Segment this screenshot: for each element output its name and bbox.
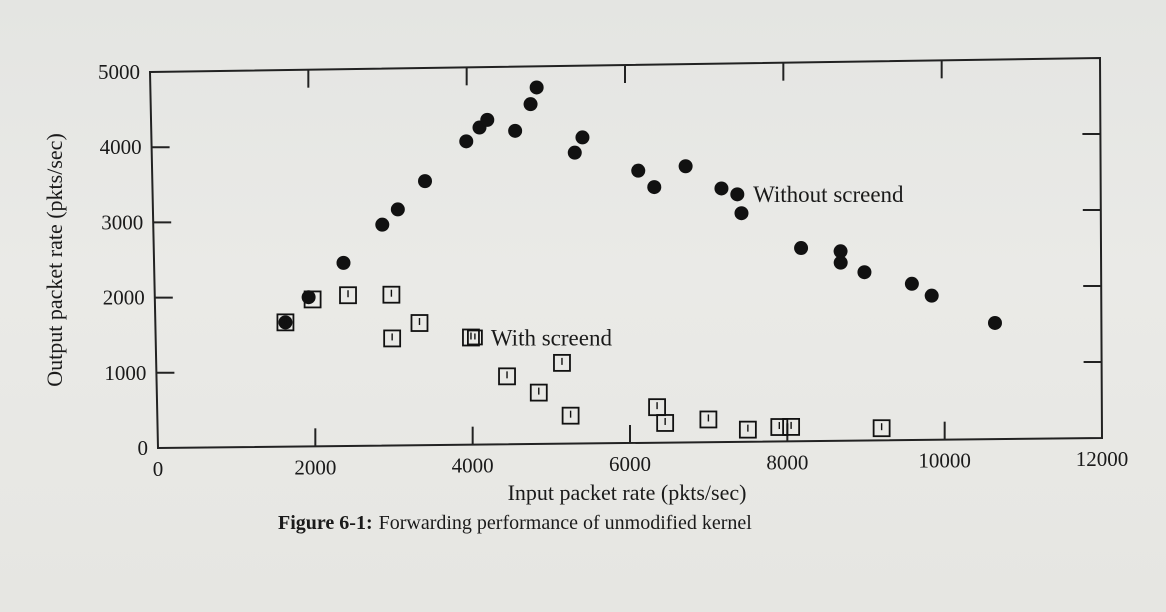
without-screend-point: [647, 180, 662, 195]
y-tick-label: 5000: [98, 60, 140, 84]
with-screend-legend-marker: [467, 329, 483, 346]
x-tick-label: 2000: [294, 455, 336, 479]
figure-caption-text: Forwarding performance of unmodified ker…: [378, 512, 752, 534]
with-screend-point: [462, 328, 480, 347]
without-screend-point: [523, 97, 538, 112]
with-screend-point: [699, 410, 718, 429]
with-screend-point: [382, 285, 401, 304]
x-tick-label: 4000: [452, 454, 494, 478]
without-screend-point: [529, 80, 544, 95]
figure-number: Figure 6-1:: [278, 512, 373, 534]
with-screend-point: [770, 418, 789, 436]
axis-ticks: [151, 60, 1102, 447]
without-screend-point: [336, 255, 351, 270]
without-screend-point: [833, 255, 848, 270]
with-screend-point: [410, 314, 429, 332]
plot-frame: [148, 56, 1104, 450]
without-screend-point: [730, 187, 745, 202]
y-tick-label: 4000: [100, 135, 142, 159]
without-screend-point: [857, 265, 872, 280]
without-screend-point: [678, 159, 693, 174]
with-screend-point: [529, 383, 548, 402]
without-screend-point: [734, 206, 749, 221]
x-tick-label: 10000: [918, 449, 971, 473]
with-screend-point: [339, 286, 357, 305]
x-axis-label: Input packet rate (pkts/sec): [508, 480, 747, 505]
without-screend-point: [375, 217, 390, 232]
without-screend-point: [459, 134, 474, 149]
series-annotations: Without screend With screend: [467, 182, 904, 350]
without-screend-point: [794, 241, 809, 256]
without-screend-point: [390, 202, 405, 217]
with-screend-point: [648, 398, 666, 417]
without-screend-point: [480, 112, 495, 127]
with-screend-point: [872, 419, 891, 438]
without-screend-point: [924, 288, 939, 303]
with-screend-point: [276, 313, 295, 332]
y-axis-label: Output packet rate (pkts/sec): [42, 133, 67, 387]
with-screend-point: [553, 353, 571, 372]
with-screend-point: [303, 290, 322, 309]
with-screend-point: [656, 414, 675, 432]
without-screend-point: [904, 276, 919, 291]
without-screend-label: Without screend: [753, 182, 904, 207]
without-screend-point: [508, 123, 523, 138]
with-screend-point: [498, 367, 516, 386]
y-tick-label: 3000: [101, 210, 143, 234]
with-screend-point: [383, 329, 402, 348]
without-screend-point: [714, 181, 729, 196]
without-screend-point: [418, 174, 433, 189]
without-screend-point: [575, 130, 590, 145]
without-screend-point: [631, 163, 646, 178]
with-screend-point: [782, 418, 801, 436]
without-screend-point: [987, 315, 1002, 330]
axis-tick-labels: 0 2000 4000 6000 8000 10000 12000 0 1000 2000 3000…: [98, 60, 1128, 481]
y-tick-label: 1000: [104, 361, 146, 385]
x-tick-label: 12000: [1076, 447, 1129, 471]
with-screend-label: With screend: [491, 325, 613, 350]
with-screend-point: [738, 420, 757, 439]
with-screend-point: [561, 406, 580, 425]
data-points: [276, 80, 1002, 439]
without-screend-point: [833, 244, 848, 259]
without-screend-point: [567, 145, 582, 160]
x-tick-label: 8000: [766, 450, 808, 474]
y-tick-label: 2000: [103, 286, 145, 310]
x-tick-label: 6000: [609, 452, 651, 476]
figure-caption: Figure 6-1: Forwarding performance of unm…: [278, 512, 752, 535]
x-tick-label: 0: [153, 457, 164, 481]
plot-border: [148, 56, 1104, 450]
y-tick-label: 0: [138, 436, 149, 460]
